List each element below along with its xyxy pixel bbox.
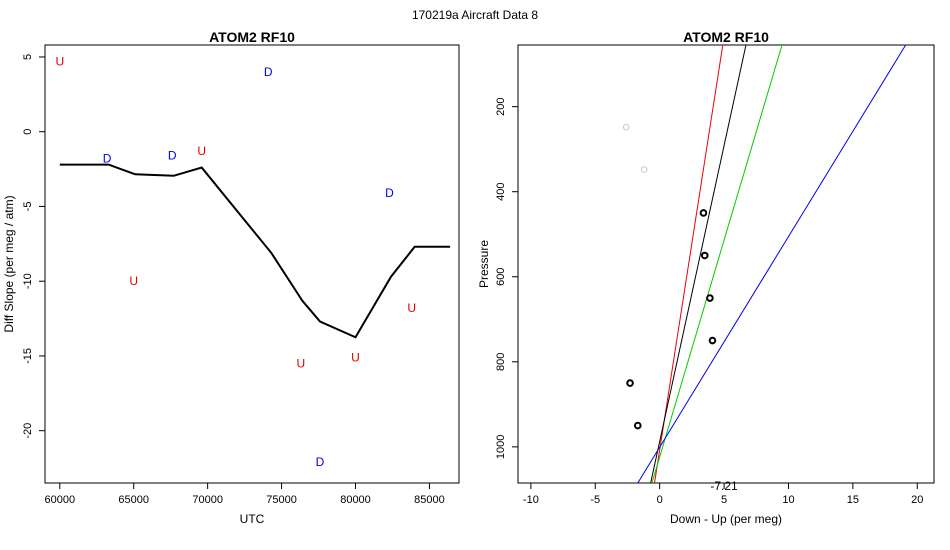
down-marker-label: D <box>264 65 273 79</box>
up-marker-label: U <box>296 356 305 370</box>
data-point <box>706 294 714 302</box>
right-x-tick-label: 0 <box>657 494 663 506</box>
right-x-tick-label: 20 <box>911 494 923 506</box>
left-x-tick-label: 75000 <box>266 494 297 506</box>
data-point <box>626 379 634 387</box>
left-y-tick-label: 5 <box>22 54 34 60</box>
left-x-tick-label: 80000 <box>340 494 371 506</box>
left-x-tick-label: 85000 <box>414 494 445 506</box>
up-marker-label: U <box>197 144 206 158</box>
fit-line <box>654 45 724 483</box>
figure-title: 170219a Aircraft Data 8 <box>412 8 538 22</box>
right-y-axis-label: Pressure <box>477 240 491 288</box>
data-point <box>700 251 709 260</box>
right-y-tick-label: 400 <box>495 183 507 201</box>
left-x-tick-label: 70000 <box>192 494 223 506</box>
down-marker-label: D <box>385 186 394 200</box>
left-plot-title: ATOM2 RF10 <box>209 29 295 45</box>
excluded-data-point <box>622 123 630 131</box>
up-marker-label: U <box>55 54 64 68</box>
fit-line <box>651 45 783 483</box>
right-y-tick-label: 600 <box>495 268 507 286</box>
diff-slope-line <box>59 163 451 339</box>
excluded-data-point <box>640 166 648 173</box>
right-x-tick-label: -10 <box>523 494 539 506</box>
left-x-axis-label: UTC <box>240 512 265 526</box>
left-y-axis-label: Diff Slope (per meg / atm) <box>2 195 16 332</box>
down-marker-label: D <box>103 152 112 166</box>
right-x-tick-label: 15 <box>847 494 859 506</box>
data-point <box>633 421 642 430</box>
left-y-tick-label: -10 <box>22 273 34 289</box>
up-marker-label: U <box>351 350 360 364</box>
right-plot-frame <box>517 44 935 484</box>
left-x-tick-label: 65000 <box>118 494 149 506</box>
up-marker-label: U <box>407 301 416 315</box>
fit-line <box>650 45 747 483</box>
left-y-tick-label: 0 <box>22 129 34 135</box>
right-x-tick-label: 5 <box>721 494 727 506</box>
right-x-tick-label: -5 <box>590 494 600 506</box>
left-panel: ATOM2 RF10 UTC Diff Slope (per meg / atm… <box>2 29 460 526</box>
right-y-tick-label: 800 <box>495 353 507 371</box>
left-plot-frame <box>44 44 460 484</box>
right-plot-title: ATOM2 RF10 <box>683 29 769 45</box>
left-y-tick-label: -20 <box>22 423 34 439</box>
right-x-tick-label: 10 <box>782 494 794 506</box>
right-y-tick-label: 200 <box>495 97 507 115</box>
left-x-tick-label: 60000 <box>44 494 75 506</box>
down-marker-label: D <box>316 455 325 469</box>
fit-line <box>637 45 907 483</box>
down-marker-label: D <box>168 149 177 163</box>
left-y-tick-label: -15 <box>22 348 34 364</box>
data-point <box>708 336 717 345</box>
right-panel: ATOM2 RF10 Down - Up (per meg) Pressure … <box>477 29 935 526</box>
data-point <box>699 209 708 217</box>
right-y-tick-label: 1000 <box>495 435 507 459</box>
right-x-axis-label: Down - Up (per meg) <box>670 512 782 526</box>
left-y-tick-label: -5 <box>22 202 34 212</box>
up-marker-label: U <box>129 274 138 288</box>
slope-annotation: -7.21 <box>710 479 738 493</box>
